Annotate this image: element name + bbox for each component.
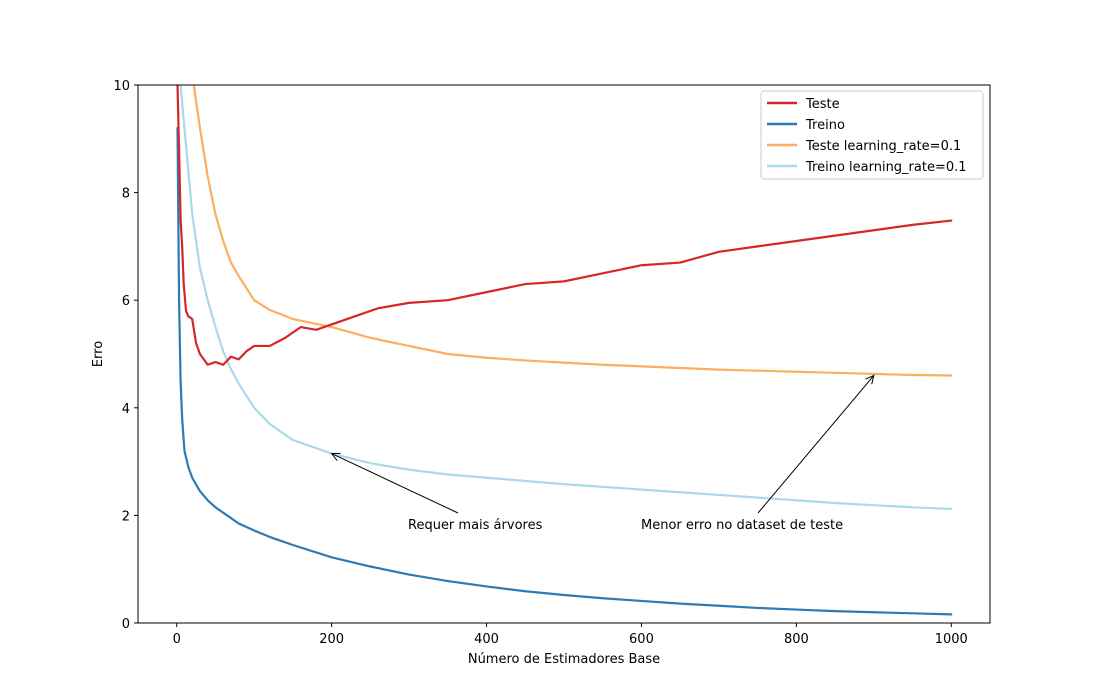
y-tick-label: 10 — [113, 79, 130, 94]
series-line-2 — [192, 85, 953, 377]
x-axis-label: Número de Estimadores Base — [468, 652, 660, 667]
x-tick-label: 400 — [474, 632, 499, 647]
annotation-text-0: Requer mais árvores — [408, 518, 543, 533]
series-line-0 — [176, 85, 953, 366]
y-tick-label: 6 — [122, 294, 130, 309]
annotation-text-1: Menor erro no dataset de teste — [641, 518, 843, 533]
x-tick-label: 1000 — [935, 632, 968, 647]
legend: Teste Treino Teste learning_rate=0.1 Treino… — [760, 90, 984, 180]
annotation-arrow-1 — [757, 376, 874, 514]
legend-box — [760, 90, 984, 180]
annotations-layer: Requer mais árvores Menor erro no dataset… — [332, 376, 874, 533]
y-axis-label: Erro — [91, 341, 106, 367]
y-tick-label: 8 — [122, 187, 130, 202]
x-tick-label: 0 — [173, 632, 181, 647]
x-tick-label: 800 — [784, 632, 809, 647]
legend-label-1: Treino — [805, 118, 845, 133]
x-tick-label: 200 — [319, 632, 344, 647]
legend-label-0: Teste — [805, 97, 840, 112]
y-tick-label: 0 — [122, 617, 130, 632]
legend-label-2: Teste learning_rate=0.1 — [805, 139, 961, 154]
annotation-arrow-0 — [332, 454, 459, 514]
x-tick-label: 600 — [629, 632, 654, 647]
y-axis: 0 2 4 6 8 10 — [113, 79, 138, 632]
y-tick-label: 2 — [122, 509, 130, 524]
plot-frame — [137, 84, 991, 624]
legend-label-3: Treino learning_rate=0.1 — [805, 160, 967, 175]
y-tick-label: 4 — [122, 402, 130, 417]
x-axis: 0 200 400 600 800 1000 — [173, 623, 968, 647]
series-line-1 — [176, 126, 953, 616]
